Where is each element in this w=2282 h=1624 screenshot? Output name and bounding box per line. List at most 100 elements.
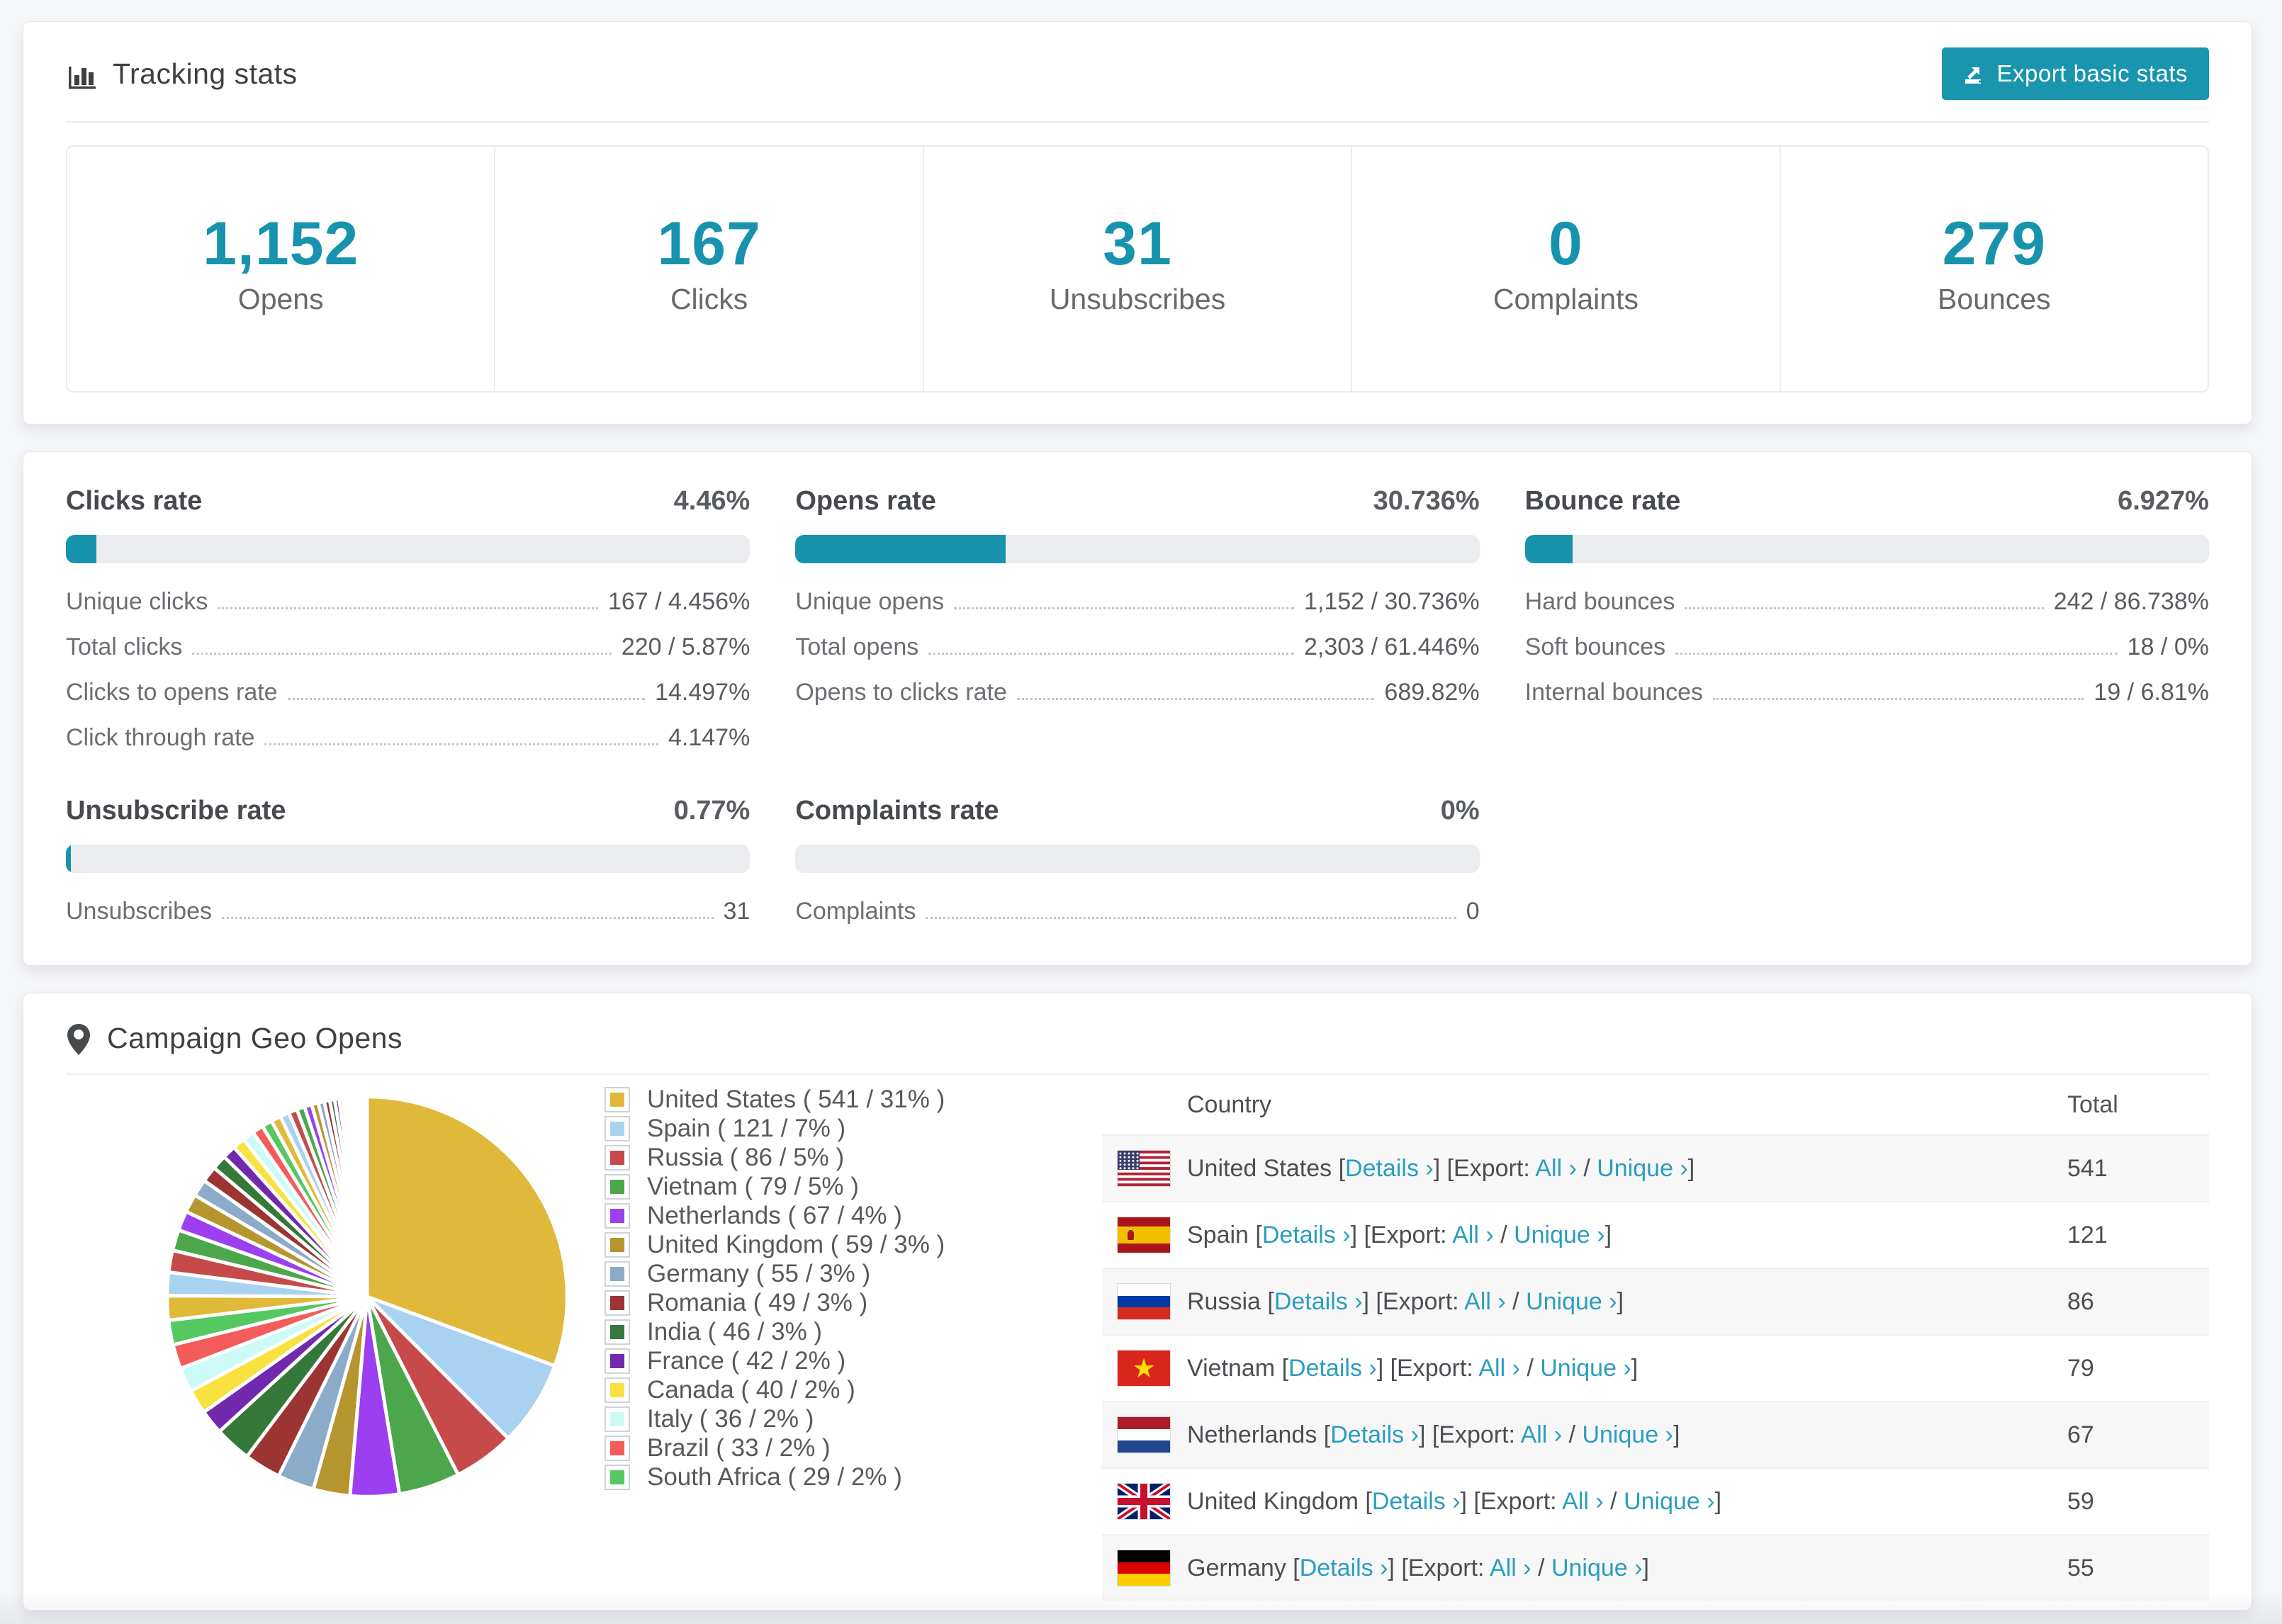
- metric-row: Soft bounces 18 / 0%: [1525, 633, 2209, 661]
- stat-cell-unsubscribes: 31 Unsubscribes: [922, 147, 1351, 392]
- metric-value: 1,152 / 30.736%: [1304, 588, 1480, 616]
- slash-separator: /: [1493, 1221, 1514, 1248]
- bracket: [: [1338, 1154, 1346, 1182]
- export-all-link[interactable]: All ›: [1535, 1154, 1577, 1182]
- geo-pie-chart[interactable]: [66, 1075, 605, 1509]
- bracket: ]: [1631, 1354, 1639, 1382]
- legend-swatch: [605, 1261, 630, 1287]
- details-link[interactable]: Details ›: [1288, 1354, 1377, 1382]
- rate-head: Unsubscribe rate 0.77%: [66, 796, 750, 826]
- bracket: ] [Export:: [1460, 1487, 1563, 1515]
- legend-item: Italy ( 36 / 2% ): [605, 1404, 1101, 1433]
- export-all-link[interactable]: All ›: [1478, 1354, 1520, 1382]
- bar-chart-icon: [66, 58, 97, 89]
- country-name: Russia: [1187, 1287, 1268, 1315]
- de-flag-icon: [1117, 1550, 1171, 1587]
- metric-value: 18 / 0%: [2127, 633, 2209, 661]
- metric-label: Hard bounces: [1524, 588, 1675, 616]
- country-name: Vietnam: [1187, 1354, 1282, 1382]
- legend-swatch: [605, 1435, 630, 1461]
- export-all-link[interactable]: All ›: [1490, 1554, 1531, 1581]
- stat-label: Unsubscribes: [1049, 283, 1226, 316]
- flag-cell: [1102, 1283, 1187, 1321]
- page-title: Tracking stats: [113, 57, 298, 90]
- details-link[interactable]: Details ›: [1371, 1487, 1461, 1515]
- legend-label: India ( 46 / 3% ): [647, 1317, 823, 1346]
- export-all-link[interactable]: All ›: [1452, 1221, 1494, 1248]
- metric-label: Click through rate: [66, 724, 255, 752]
- export-unique-link[interactable]: Unique ›: [1514, 1221, 1605, 1248]
- bracket: ]: [1687, 1154, 1695, 1182]
- ru-flag-icon: [1117, 1283, 1171, 1321]
- rate-progress-fill: [1524, 535, 1573, 564]
- metric-value: 220 / 5.87%: [621, 633, 751, 661]
- country-name: Germany: [1187, 1554, 1293, 1581]
- rate-title: Unsubscribe rate: [66, 796, 286, 826]
- table-row-vn: Vietnam [Details ›] [Export: All › / Uni…: [1102, 1334, 2209, 1401]
- metric-row: Unique opens 1,152 / 30.736%: [795, 587, 1479, 616]
- export-all-link[interactable]: All ›: [1464, 1287, 1506, 1315]
- pie-slice[interactable]: [365, 1095, 569, 1368]
- total-cell: 86: [2067, 1287, 2094, 1315]
- stat-label: Bounces: [1938, 283, 2051, 316]
- metric-row: Click through rate 4.147%: [66, 723, 750, 752]
- export-unique-link[interactable]: Unique ›: [1582, 1421, 1673, 1448]
- stat-label: Complaints: [1493, 283, 1639, 316]
- table-row-nl: Netherlands [Details ›] [Export: All › /…: [1102, 1401, 2209, 1468]
- legend-swatch: [605, 1406, 630, 1432]
- pie-slice[interactable]: [364, 1095, 369, 1299]
- geo-divider: [66, 1073, 2209, 1076]
- details-link[interactable]: Details ›: [1274, 1287, 1363, 1315]
- metric-value: 19 / 6.81%: [2093, 679, 2209, 706]
- metric-row: Total opens 2,303 / 61.446%: [795, 633, 1479, 661]
- geo-section-title: Campaign Geo Opens: [107, 1022, 403, 1055]
- bracket: [: [1293, 1554, 1300, 1581]
- country-cell: United Kingdom [Details ›] [Export: All …: [1187, 1488, 2067, 1516]
- export-basic-stats-button[interactable]: Export basic stats: [1941, 47, 2209, 100]
- slash-separator: /: [1576, 1154, 1597, 1182]
- stat-label: Clicks: [670, 283, 748, 316]
- vn-flag-icon: [1117, 1350, 1171, 1387]
- rate-value: 0.77%: [673, 796, 751, 826]
- table-header-row: Country Total: [1102, 1075, 2209, 1134]
- export-all-link[interactable]: All ›: [1520, 1421, 1563, 1448]
- metric-value: 167 / 4.456%: [607, 588, 751, 616]
- rate-progress-track: [66, 845, 751, 874]
- us-flag-icon: [1117, 1150, 1171, 1188]
- metric-leader: [926, 917, 1456, 920]
- details-link[interactable]: Details ›: [1330, 1421, 1419, 1448]
- metric-row: Total clicks 220 / 5.87%: [66, 633, 750, 661]
- export-unique-link[interactable]: Unique ›: [1551, 1554, 1643, 1581]
- legend-label: Vietnam ( 79 / 5% ): [647, 1172, 859, 1200]
- total-cell: 79: [2067, 1354, 2094, 1382]
- stat-cell-complaints: 0 Complaints: [1351, 147, 1779, 392]
- legend-swatch: [605, 1231, 630, 1258]
- metric-value: 2,303 / 61.446%: [1304, 633, 1480, 661]
- export-unique-link[interactable]: Unique ›: [1624, 1487, 1715, 1515]
- table-row-us: United States [Details ›] [Export: All ›…: [1102, 1134, 2209, 1202]
- details-link[interactable]: Details ›: [1299, 1554, 1388, 1581]
- rates-card: Clicks rate 4.46% Unique clicks 167 / 4.456…: [23, 451, 2252, 966]
- total-cell: 541: [2067, 1154, 2108, 1182]
- country-name: Netherlands: [1187, 1421, 1324, 1448]
- bracket: ] [Export:: [1418, 1421, 1521, 1448]
- export-unique-link[interactable]: Unique ›: [1526, 1287, 1617, 1315]
- metric-leader: [1675, 653, 2118, 655]
- export-all-link[interactable]: All ›: [1562, 1487, 1604, 1515]
- legend-item: Russia ( 86 / 5% ): [605, 1143, 1101, 1172]
- country-cell: Vietnam [Details ›] [Export: All › / Uni…: [1187, 1355, 2067, 1382]
- legend-item: France ( 42 / 2% ): [605, 1346, 1101, 1375]
- legend-item: Canada ( 40 / 2% ): [605, 1375, 1101, 1404]
- rate-head: Bounce rate 6.927%: [1525, 486, 2209, 517]
- metric-leader: [192, 653, 612, 655]
- details-link[interactable]: Details ›: [1261, 1221, 1351, 1248]
- export-unique-link[interactable]: Unique ›: [1597, 1154, 1688, 1182]
- stats-summary-row: 1,152 Opens 167 Clicks 31 Unsubscribes 0 Compla…: [66, 145, 2209, 393]
- gb-flag-icon: [1117, 1483, 1171, 1521]
- metric-leader: [1713, 698, 2084, 701]
- legend-swatch: [605, 1173, 630, 1200]
- export-unique-link[interactable]: Unique ›: [1540, 1354, 1631, 1382]
- bracket: [: [1323, 1421, 1331, 1448]
- details-link[interactable]: Details ›: [1345, 1154, 1434, 1182]
- bracket: [: [1365, 1487, 1372, 1515]
